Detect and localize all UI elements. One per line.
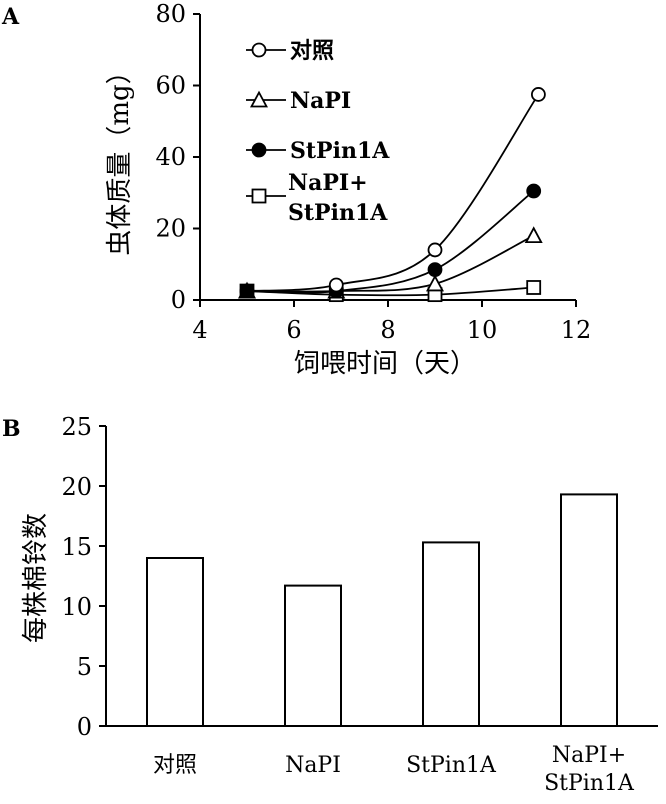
bar-stpin1a [422,541,480,728]
legend-label-line-2: StPin1A [288,200,388,226]
panel-b-bar-chart: B 0 5 10 15 20 25 对照 NaPI StPin1A NaPI+ StPin1A 每… [2,413,658,796]
category-label-napi: NaPI [285,753,341,778]
b-y-tick-label-15: 15 [61,533,92,561]
panel-b-y-axis-title: 每株棉铃数 [21,513,51,643]
x-tick-label-10: 10 [467,316,498,344]
series-line-napi [246,234,535,293]
x-tick-label-6: 6 [286,316,301,344]
data-point-napi-stpin1a-4 [526,280,542,295]
panel-a-y-axis-title: 虫体质量（mg） [105,58,135,255]
legend-label-stpin1a: StPin1A [290,138,390,164]
b-y-tick-label-5: 5 [77,653,92,681]
panel-a-x-axis-title: 饲喂时间（天） [294,349,476,379]
panel-b-label: B [2,416,21,442]
legend-label-line-1: NaPI+ [288,170,368,196]
category-label-stpin1a: StPin1A [406,753,497,778]
panel-a-label: A [1,4,20,30]
y-tick-label-60: 60 [155,72,186,100]
data-point-item-3 [427,242,443,258]
panel-a-markers [237,87,546,303]
data-point-stpin1a-4 [526,183,542,199]
category-label-item: 对照 [153,753,197,778]
x-tick-label-8: 8 [380,316,395,344]
category-label-napi-stpin1a: NaPI+ StPin1A [544,743,635,796]
legend-label-napi: NaPI [290,88,351,114]
bar-napi-stpin1a [560,493,618,727]
y-tick-label-20: 20 [155,215,186,243]
panel-b-category-labels: 对照 NaPI StPin1A NaPI+ StPin1A [153,743,635,796]
category-label-line-2: StPin1A [544,771,635,796]
b-y-tick-label-0: 0 [77,713,92,741]
x-tick-label-12: 12 [561,316,592,344]
x-tick-label-4: 4 [192,316,207,344]
panel-b-bars [146,493,618,728]
panel-b-ticks: 0 5 10 15 20 25 [61,413,106,741]
y-tick-label-40: 40 [155,143,186,171]
series-line-item [246,93,540,292]
data-point-item-2 [328,277,344,293]
legend-label-item: 对照 [290,38,334,64]
panel-a-legend: 对照 NaPI StPin1A NaPI+ StPin1A [246,38,390,226]
y-tick-label-0: 0 [171,286,186,314]
legend-marker-napi [249,90,269,108]
legend-marker-item [251,42,267,58]
data-point-stpin1a-3 [427,262,443,278]
b-y-tick-label-25: 25 [61,413,92,441]
legend-marker-napi-stpin1a [251,188,267,204]
series-line-stpin1a [246,190,535,294]
y-tick-label-80: 80 [155,0,186,28]
b-y-tick-label-20: 20 [61,473,92,501]
panel-a-ticks: 4 6 8 10 12 0 20 40 60 80 [155,0,591,344]
bar-item [146,557,204,727]
data-point-item-4 [531,87,546,102]
category-label-line-1: NaPI+ [552,743,626,768]
panel-a-line-chart: A 4 6 8 10 12 0 20 40 60 80 对照 NaPI StPin1A NaPI+ StP… [1,0,591,379]
data-point-napi-3 [425,274,445,292]
data-point-napi-4 [524,226,543,244]
panel-a-curves [246,93,540,297]
legend-label-napi-stpin1a: NaPI+ StPin1A [288,170,388,226]
b-y-tick-label-10: 10 [61,593,92,621]
bar-napi [284,584,342,727]
legend-marker-stpin1a [251,142,267,158]
data-point-overlap-start [240,284,254,298]
